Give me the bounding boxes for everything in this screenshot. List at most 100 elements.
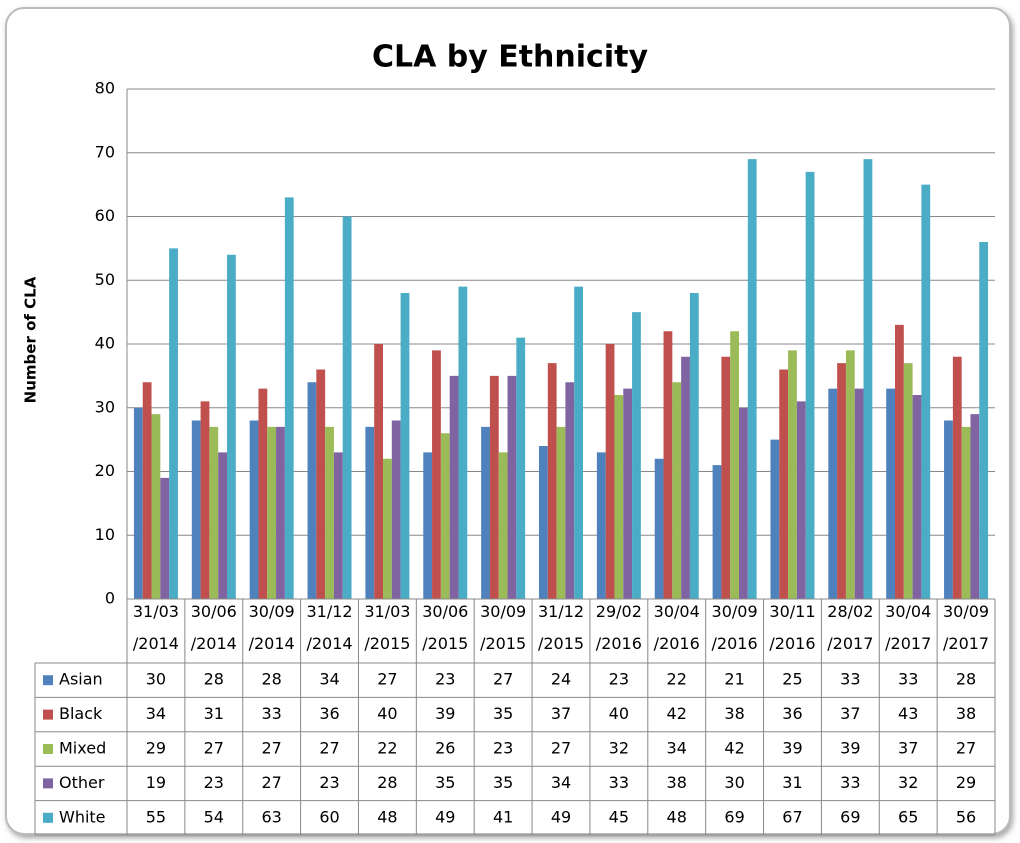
table-cell: 38 <box>667 773 687 792</box>
table-cell: 45 <box>609 807 629 826</box>
table-cell: 23 <box>609 670 629 689</box>
bar <box>689 293 699 599</box>
legend-key <box>43 778 53 789</box>
x-tick-label: 31/12/2014 <box>306 602 352 653</box>
y-tick-label: 60 <box>95 206 115 225</box>
table-cell: 34 <box>146 704 166 723</box>
bar <box>739 407 748 599</box>
bar <box>333 452 343 599</box>
bar <box>325 426 334 599</box>
table-cell: 34 <box>667 739 687 758</box>
table-cell: 36 <box>782 704 802 723</box>
bar <box>712 465 722 599</box>
bar <box>663 331 673 599</box>
table-cell: 67 <box>782 807 802 826</box>
table-cell: 60 <box>319 807 339 826</box>
table-cell: 27 <box>319 739 339 758</box>
bar <box>605 344 615 599</box>
bar <box>307 382 317 599</box>
bar <box>805 171 815 599</box>
bar <box>284 197 294 599</box>
bar <box>489 375 499 599</box>
bar <box>209 426 219 599</box>
table-cell: 27 <box>493 670 513 689</box>
x-tick-label: 31/03/2014 <box>133 602 179 653</box>
table-cell: 28 <box>956 670 976 689</box>
table-cell: 30 <box>724 773 744 792</box>
bar <box>837 363 846 599</box>
bar <box>218 452 227 599</box>
y-tick-label: 50 <box>95 270 115 289</box>
table-cell: 56 <box>956 807 976 826</box>
bar <box>432 350 441 599</box>
y-tick-label: 80 <box>95 79 115 98</box>
legend-key <box>43 812 53 823</box>
bar <box>845 350 855 599</box>
x-tick-label: 30/09/2014 <box>249 602 295 653</box>
bar <box>770 439 780 599</box>
bar <box>565 382 575 599</box>
bar <box>169 248 178 599</box>
bar <box>539 446 548 599</box>
table-cell: 23 <box>204 773 224 792</box>
table-cell: 27 <box>377 670 397 689</box>
bar <box>952 356 962 599</box>
bar <box>681 356 690 599</box>
y-tick-label: 70 <box>95 142 115 161</box>
table-cell: 34 <box>551 773 571 792</box>
legend-label: White <box>59 807 106 826</box>
bar <box>449 375 459 599</box>
bar <box>160 477 170 599</box>
table-cell: 23 <box>435 670 455 689</box>
bar <box>654 458 664 599</box>
table-cell: 48 <box>667 807 687 826</box>
bar <box>200 401 210 599</box>
legend-label: Other <box>59 773 105 792</box>
bar <box>614 395 624 599</box>
table-cell: 26 <box>435 739 455 758</box>
bar <box>365 426 375 599</box>
x-tick-label: 30/09/2015 <box>480 602 526 653</box>
table-cell: 33 <box>609 773 629 792</box>
bar <box>796 401 806 599</box>
x-tick-label: 28/02/2017 <box>827 602 873 653</box>
bar <box>258 388 268 599</box>
x-tick-label: 30/04/2017 <box>885 602 931 653</box>
y-tick-label: 40 <box>95 334 115 353</box>
bar <box>383 458 392 599</box>
table-cell: 35 <box>435 773 455 792</box>
y-tick-label: 20 <box>95 461 115 480</box>
table-cell: 38 <box>956 704 976 723</box>
table-cell: 22 <box>377 739 397 758</box>
table-cell: 22 <box>667 670 687 689</box>
legend-label: Mixed <box>59 739 106 758</box>
bar <box>547 363 557 599</box>
table-cell: 24 <box>551 670 571 689</box>
table-cell: 33 <box>898 670 918 689</box>
x-tick-label: 30/09/2016 <box>712 602 758 653</box>
x-tick-label: 30/09/2017 <box>943 602 989 653</box>
table-cell: 27 <box>204 739 224 758</box>
table-cell: 28 <box>377 773 397 792</box>
bar <box>788 350 797 599</box>
bar <box>440 433 450 599</box>
bar <box>886 388 895 599</box>
x-tick-label: 30/06/2015 <box>422 602 468 653</box>
table-cell: 55 <box>146 807 166 826</box>
table-cell: 27 <box>261 739 281 758</box>
bar <box>507 375 517 599</box>
table-cell: 48 <box>377 807 397 826</box>
y-axis-label: Number of CLA <box>22 276 40 403</box>
table-cell: 39 <box>782 739 802 758</box>
table-cell: 35 <box>493 704 513 723</box>
table-cell: 28 <box>261 670 281 689</box>
bar <box>730 331 739 599</box>
table-cell: 37 <box>840 704 860 723</box>
bar <box>970 414 980 599</box>
bar <box>498 452 508 599</box>
bar <box>374 344 383 599</box>
table-cell: 29 <box>146 739 166 758</box>
table-cell: 27 <box>551 739 571 758</box>
bar <box>828 388 838 599</box>
table-cell: 33 <box>840 773 860 792</box>
